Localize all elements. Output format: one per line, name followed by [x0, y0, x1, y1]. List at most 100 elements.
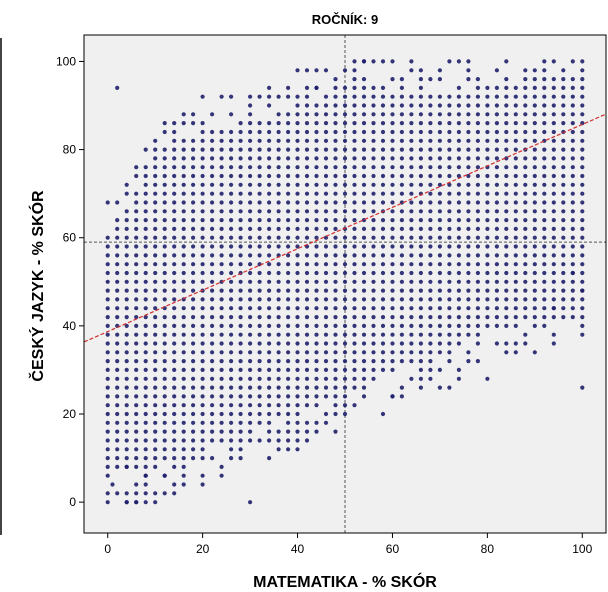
- data-point: [361, 103, 367, 108]
- data-point: [437, 235, 442, 240]
- data-point: [267, 262, 272, 267]
- data-point: [229, 94, 234, 99]
- data-point: [267, 103, 272, 108]
- data-point: [238, 244, 243, 249]
- data-point: [200, 218, 205, 223]
- data-point: [418, 112, 423, 117]
- data-point: [304, 85, 310, 90]
- data-point: [124, 429, 129, 434]
- x-tick-label: 40: [291, 542, 305, 556]
- data-point: [380, 411, 386, 417]
- data-point: [115, 288, 120, 293]
- data-point: [352, 218, 357, 223]
- data-point: [361, 253, 367, 258]
- data-point: [191, 147, 196, 152]
- data-point: [551, 191, 556, 196]
- data-point: [248, 94, 253, 99]
- data-point: [210, 244, 215, 249]
- data-point: [143, 182, 148, 187]
- data-point: [286, 306, 291, 311]
- data-point: [229, 411, 234, 417]
- data-point: [304, 262, 310, 267]
- data-point: [352, 306, 357, 311]
- data-point: [181, 473, 186, 478]
- data-point: [342, 367, 348, 372]
- data-point: [304, 112, 310, 117]
- data-point: [276, 209, 281, 214]
- data-point: [475, 332, 480, 337]
- x-tick-label: 100: [572, 542, 592, 556]
- data-point: [162, 121, 167, 126]
- data-point: [523, 253, 528, 258]
- data-point: [153, 165, 158, 170]
- data-point: [229, 235, 234, 240]
- data-point: [428, 94, 433, 99]
- data-point: [542, 218, 547, 223]
- data-point: [124, 262, 129, 267]
- data-point: [276, 147, 281, 152]
- data-point: [314, 367, 319, 372]
- data-point: [172, 429, 177, 434]
- chart-title: ROČNÍK: 9: [312, 12, 378, 27]
- data-point: [181, 288, 186, 293]
- data-point: [513, 244, 518, 249]
- data-point: [570, 191, 575, 196]
- data-point: [570, 165, 575, 170]
- data-point: [409, 350, 414, 355]
- data-point: [143, 147, 148, 152]
- data-point: [342, 297, 348, 302]
- data-point: [181, 456, 186, 461]
- data-point: [295, 147, 300, 152]
- data-point: [276, 429, 281, 434]
- data-point: [219, 332, 224, 337]
- data-point: [248, 200, 253, 205]
- data-point: [323, 191, 329, 196]
- data-point: [475, 200, 480, 205]
- data-point: [409, 173, 414, 179]
- data-point: [475, 156, 480, 161]
- data-point: [456, 226, 461, 231]
- data-point: [172, 482, 177, 487]
- data-point: [248, 279, 253, 284]
- data-point: [447, 165, 452, 170]
- data-point: [200, 209, 205, 214]
- data-point: [276, 112, 281, 117]
- data-point: [229, 209, 234, 214]
- data-point: [143, 173, 148, 179]
- data-point: [456, 209, 461, 214]
- data-point: [304, 350, 310, 355]
- data-point: [361, 147, 367, 152]
- data-point: [333, 244, 338, 249]
- data-point: [143, 226, 148, 231]
- data-point: [456, 138, 461, 143]
- data-point: [352, 156, 357, 161]
- data-point: [304, 438, 310, 443]
- data-point: [257, 156, 262, 161]
- data-point: [399, 129, 404, 135]
- data-point: [561, 218, 566, 223]
- data-point: [542, 103, 547, 108]
- data-point: [551, 209, 556, 214]
- data-point: [409, 156, 414, 161]
- data-point: [437, 288, 442, 293]
- data-point: [248, 156, 253, 161]
- data-point: [200, 121, 205, 126]
- data-point: [551, 270, 556, 276]
- data-point: [342, 191, 348, 196]
- data-point: [172, 147, 177, 152]
- data-point: [323, 420, 329, 425]
- data-point: [153, 350, 158, 355]
- data-point: [267, 235, 272, 240]
- data-point: [200, 456, 205, 461]
- data-point: [485, 191, 490, 196]
- data-point: [380, 262, 386, 267]
- data-point: [580, 209, 585, 214]
- data-point: [276, 359, 281, 364]
- data-point: [219, 394, 224, 399]
- data-point: [115, 367, 120, 372]
- data-point: [561, 253, 566, 258]
- data-point: [456, 332, 461, 337]
- data-point: [248, 359, 253, 364]
- data-point: [333, 359, 338, 364]
- data-point: [257, 420, 262, 425]
